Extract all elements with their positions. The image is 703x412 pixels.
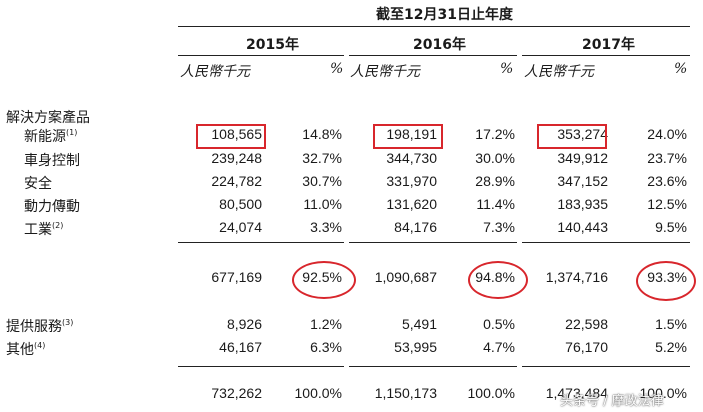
amount-cell: 677,169 <box>211 269 262 285</box>
percent-cell: 12.5% <box>647 196 687 212</box>
amount-cell: 22,598 <box>565 316 608 332</box>
pct-2015: % <box>330 61 344 77</box>
percent-cell: 11.0% <box>303 196 342 212</box>
amount-cell: 344,730 <box>386 150 437 166</box>
amount-cell: 198,191 <box>386 126 437 142</box>
highlight-oval-2016 <box>468 261 528 299</box>
row-label: 動力傳動 <box>24 196 80 216</box>
percent-cell: 5.2% <box>655 339 687 355</box>
total-rule-2017 <box>522 366 690 367</box>
unit-2017: 人民幣千元 <box>524 64 594 80</box>
highlight-oval-2017 <box>636 261 696 301</box>
row-label-text: 其他 <box>6 342 34 358</box>
amount-cell: 131,620 <box>386 196 437 212</box>
amount-cell: 8,926 <box>226 316 262 332</box>
unit-2015: 人民幣千元 <box>180 64 250 80</box>
percent-cell: 23.6% <box>647 173 687 189</box>
percent-cell: 24.0% <box>647 126 687 142</box>
highlight-box-2017 <box>537 124 607 149</box>
percent-cell: 4.7% <box>483 339 515 355</box>
amount-cell: 224,782 <box>211 173 262 189</box>
total-rule-2015 <box>178 366 344 367</box>
row-label: 其他(4) <box>6 339 45 359</box>
footnote-marker: (3) <box>62 318 74 327</box>
row-label-text: 安全 <box>24 176 52 192</box>
year-2017-header: 2017年 <box>582 37 635 53</box>
row-label-text: 提供服務 <box>6 319 62 335</box>
percent-cell: 9.5% <box>655 219 687 235</box>
percent-cell: 30.7% <box>302 173 342 189</box>
footnote-marker: (2) <box>52 221 64 230</box>
row-label-text: 車身控制 <box>24 153 80 169</box>
highlight-oval-2015 <box>292 261 356 299</box>
row-label: 工業(2) <box>24 219 63 239</box>
amount-cell: 5,491 <box>401 316 437 332</box>
subtotal-rule-2017 <box>522 242 690 243</box>
row-label: 安全 <box>24 173 52 193</box>
percent-cell: 1.5% <box>655 316 687 332</box>
section-title: 解決方案產品 <box>6 110 90 126</box>
percent-cell: 100.0% <box>639 385 687 401</box>
total-rule-2016 <box>349 366 517 367</box>
period-header: 截至12月31日止年度 <box>376 7 513 23</box>
amount-cell: 24,074 <box>219 219 262 235</box>
amount-cell: 732,262 <box>211 385 262 401</box>
amount-cell: 1,090,687 <box>374 269 437 285</box>
year-2015-header: 2015年 <box>246 37 299 53</box>
percent-cell: 23.7% <box>647 150 687 166</box>
percent-cell: 1.2% <box>310 316 342 332</box>
row-label: 新能源(1) <box>24 126 77 146</box>
amount-cell: 1,150,173 <box>374 385 437 401</box>
highlight-box-2015 <box>196 124 266 149</box>
row-label-text: 新能源 <box>24 129 66 145</box>
percent-cell: 28.9% <box>475 173 515 189</box>
year-2017-rule <box>522 55 690 56</box>
amount-cell: 347,152 <box>557 173 608 189</box>
percent-cell: 30.0% <box>475 150 515 166</box>
percent-cell: 32.7% <box>302 150 342 166</box>
year-2015-rule <box>178 55 344 56</box>
amount-cell: 76,170 <box>565 339 608 355</box>
amount-cell: 80,500 <box>219 196 262 212</box>
pct-2016: % <box>500 61 514 77</box>
amount-cell: 239,248 <box>211 150 262 166</box>
highlight-box-2016 <box>373 124 443 149</box>
amount-cell: 1,473,484 <box>545 385 608 401</box>
watermark: 头条号 / 摩改法律 <box>560 394 664 409</box>
percent-cell: 11.4% <box>476 196 515 212</box>
year-2016-header: 2016年 <box>413 37 466 53</box>
percent-cell: 100.0% <box>294 385 342 401</box>
row-label: 車身控制 <box>24 150 80 170</box>
percent-cell: 17.2% <box>475 126 515 142</box>
unit-2016: 人民幣千元 <box>350 64 420 80</box>
year-2016-rule <box>349 55 517 56</box>
amount-cell: 46,167 <box>219 339 262 355</box>
amount-cell: 140,443 <box>557 219 608 235</box>
percent-cell: 100.0% <box>467 385 515 401</box>
footnote-marker: (1) <box>66 128 78 137</box>
percent-cell: 3.3% <box>310 219 342 235</box>
amount-cell: 84,176 <box>394 219 437 235</box>
row-label-text: 工業 <box>24 222 52 238</box>
row-label-text: 動力傳動 <box>24 199 80 215</box>
amount-cell: 331,970 <box>386 173 437 189</box>
period-rule <box>178 26 690 27</box>
percent-cell: 7.3% <box>483 219 515 235</box>
subtotal-rule-2015 <box>178 242 344 243</box>
amount-cell: 53,995 <box>394 339 437 355</box>
amount-cell: 108,565 <box>211 126 262 142</box>
amount-cell: 353,274 <box>557 126 608 142</box>
pct-2017: % <box>674 61 688 77</box>
amount-cell: 349,912 <box>557 150 608 166</box>
percent-cell: 6.3% <box>310 339 342 355</box>
subtotal-rule-2016 <box>349 242 517 243</box>
footnote-marker: (4) <box>34 341 46 350</box>
amount-cell: 183,935 <box>557 196 608 212</box>
percent-cell: 0.5% <box>483 316 515 332</box>
percent-cell: 14.8% <box>302 126 342 142</box>
amount-cell: 1,374,716 <box>545 269 608 285</box>
row-label: 提供服務(3) <box>6 316 73 336</box>
